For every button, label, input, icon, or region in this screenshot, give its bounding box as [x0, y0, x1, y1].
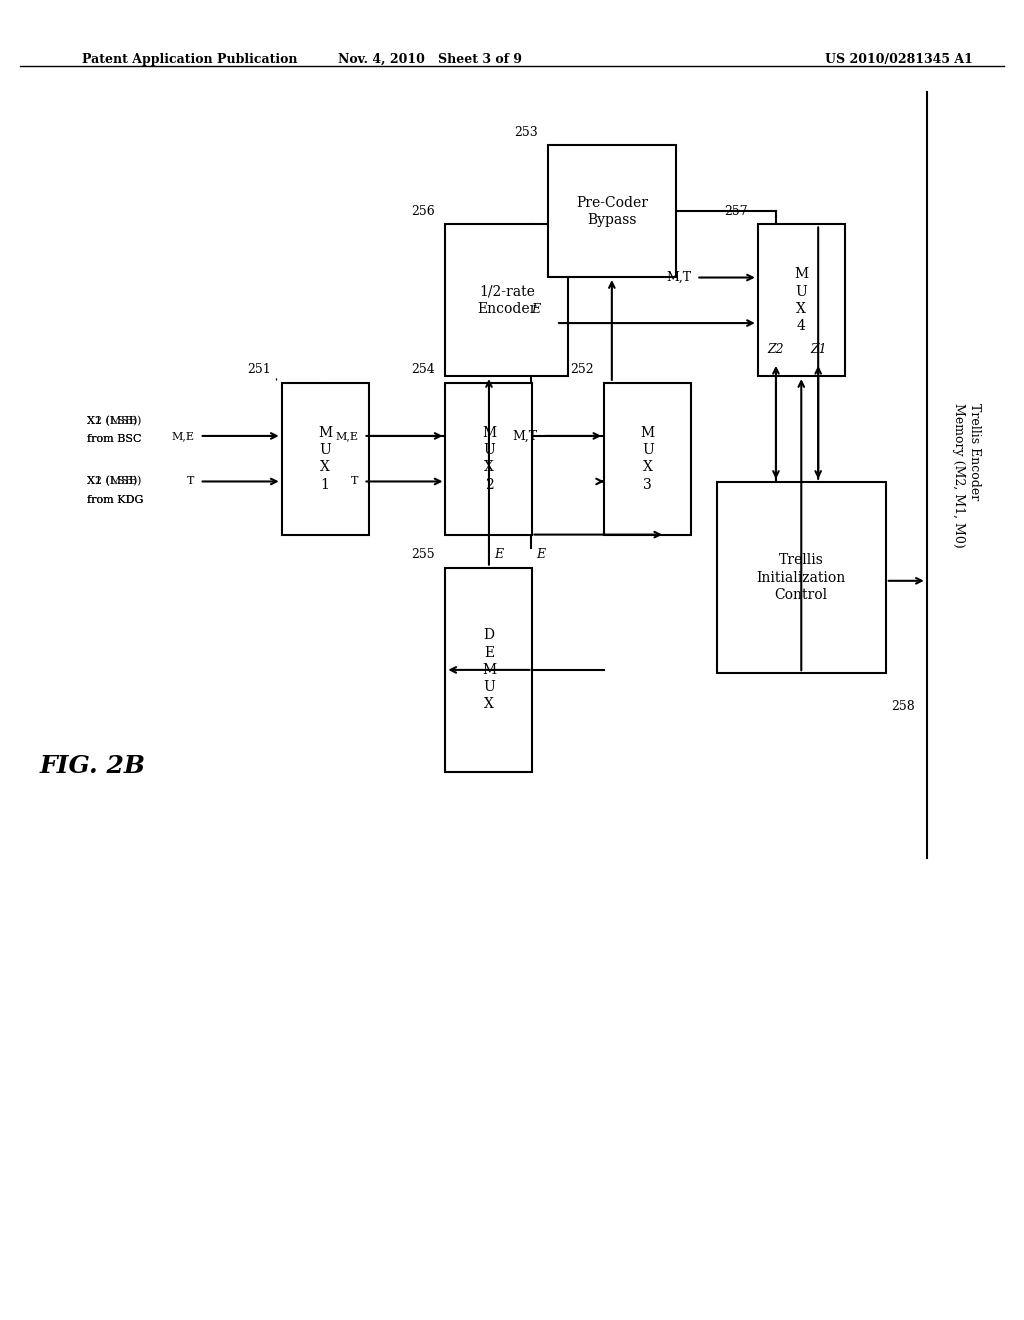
- Text: M,T: M,T: [512, 429, 538, 442]
- Text: E: E: [494, 548, 503, 561]
- Bar: [758, 224, 845, 376]
- Text: FIG. 2B: FIG. 2B: [39, 754, 145, 777]
- Text: T: T: [351, 477, 358, 487]
- Text: T: T: [187, 477, 195, 487]
- Text: X2 (MSB): X2 (MSB): [87, 477, 141, 487]
- Text: Trellis Encoder
Memory (M2, M1, M0): Trellis Encoder Memory (M2, M1, M0): [952, 403, 981, 548]
- Text: M
U
X
4: M U X 4: [795, 268, 808, 333]
- Text: 257: 257: [724, 205, 748, 218]
- Text: E: E: [531, 304, 541, 317]
- Text: from KDG: from KDG: [87, 495, 143, 504]
- Text: Patent Application Publication: Patent Application Publication: [82, 53, 297, 66]
- Text: 253: 253: [514, 125, 538, 139]
- Text: M,E: M,E: [336, 430, 358, 441]
- Text: Z2: Z2: [768, 343, 784, 356]
- Bar: [445, 383, 532, 535]
- Bar: [445, 224, 568, 376]
- Text: Z1: Z1: [810, 343, 826, 356]
- Text: from BSC: from BSC: [87, 434, 141, 444]
- Text: M
U
X
1: M U X 1: [318, 426, 332, 491]
- Text: from KDG: from KDG: [87, 495, 143, 504]
- Text: M,T: M,T: [666, 271, 691, 284]
- Text: 258: 258: [891, 700, 914, 713]
- Text: M
U
X
3: M U X 3: [641, 426, 654, 491]
- Bar: [445, 568, 532, 772]
- Text: Pre-Coder
Bypass: Pre-Coder Bypass: [575, 195, 648, 227]
- Text: X1 (LSB): X1 (LSB): [87, 477, 137, 487]
- Text: Nov. 4, 2010   Sheet 3 of 9: Nov. 4, 2010 Sheet 3 of 9: [338, 53, 522, 66]
- Text: US 2010/0281345 A1: US 2010/0281345 A1: [825, 53, 973, 66]
- Bar: [717, 482, 886, 673]
- Bar: [604, 383, 691, 535]
- Bar: [548, 145, 676, 277]
- Text: 251: 251: [248, 363, 271, 376]
- Text: from BSC: from BSC: [87, 434, 141, 444]
- Text: 1/2-rate
Encoder: 1/2-rate Encoder: [477, 285, 537, 315]
- Text: 256: 256: [412, 205, 435, 218]
- Text: M,E: M,E: [172, 430, 195, 441]
- Text: X2 (MSB): X2 (MSB): [87, 416, 141, 426]
- Text: M
U
X
2: M U X 2: [482, 426, 496, 491]
- Text: 252: 252: [570, 363, 594, 376]
- Text: 254: 254: [412, 363, 435, 376]
- Text: 255: 255: [412, 548, 435, 561]
- Bar: [282, 383, 369, 535]
- Text: Trellis
Initialization
Control: Trellis Initialization Control: [757, 553, 846, 602]
- Text: D
E
M
U
X: D E M U X: [482, 628, 496, 711]
- Text: X1 (LSB): X1 (LSB): [87, 416, 137, 426]
- Text: E: E: [537, 548, 546, 561]
